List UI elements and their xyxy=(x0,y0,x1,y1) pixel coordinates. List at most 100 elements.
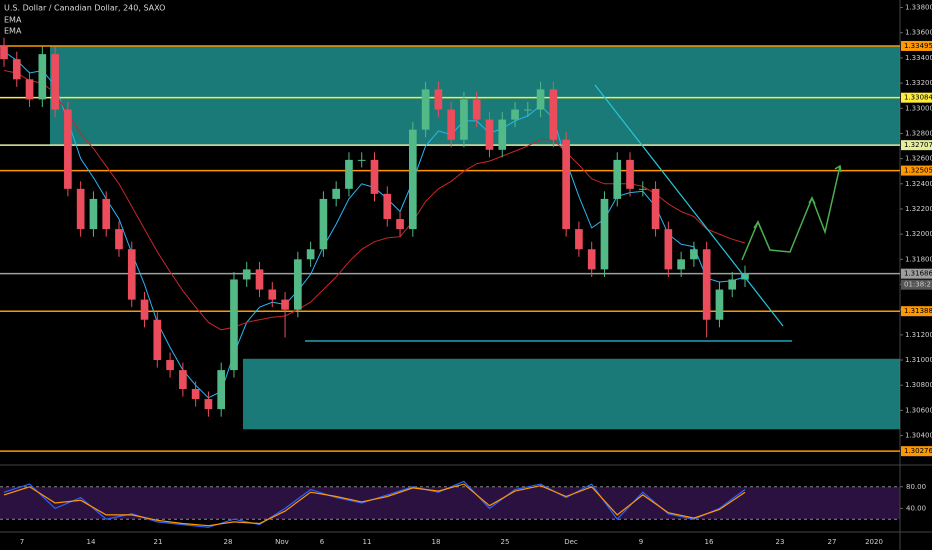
x-tick-label: 9 xyxy=(639,538,643,546)
y-tick-label: 1.30600 xyxy=(905,406,932,414)
zone xyxy=(50,45,900,146)
candle-body xyxy=(600,198,609,270)
indicator-label: EMA xyxy=(4,27,22,36)
y-tick-label: 1.33800 xyxy=(905,4,932,12)
rsi-band-fill xyxy=(0,487,900,519)
level-tag xyxy=(901,165,932,176)
zone xyxy=(243,358,900,430)
candle-body xyxy=(306,249,315,260)
countdown-tag xyxy=(901,279,932,290)
rsi-tick-label: 80.00 xyxy=(906,483,926,491)
candle-body xyxy=(38,54,47,100)
ema-line xyxy=(3,70,746,331)
candle-body xyxy=(664,229,673,270)
candle-body xyxy=(115,229,123,250)
candle-body xyxy=(511,109,519,120)
x-tick-label: 6 xyxy=(320,538,325,546)
candle-body xyxy=(153,319,162,361)
x-tick-label: 14 xyxy=(87,538,96,546)
y-tick-label: 1.30800 xyxy=(905,381,932,389)
candle-body xyxy=(498,119,507,150)
level-label: 1.31686 xyxy=(904,270,932,278)
candle-body xyxy=(575,229,583,250)
candle-body xyxy=(370,159,379,194)
x-tick-label: 7 xyxy=(20,538,24,546)
plot xyxy=(0,37,900,528)
x-tick-label: 21 xyxy=(154,538,163,546)
candle-body xyxy=(715,289,724,320)
candle-body xyxy=(281,299,289,310)
y-tick-label: 1.32600 xyxy=(905,155,932,163)
candle-body xyxy=(64,109,72,189)
level-label: 1.33495 xyxy=(904,42,932,50)
y-tick-label: 1.32200 xyxy=(905,205,932,213)
y-tick-label: 1.31000 xyxy=(905,356,932,364)
x-tick-label: 28 xyxy=(224,538,233,546)
candle-body xyxy=(140,299,149,320)
candle-body xyxy=(12,59,21,80)
x-tick-label: 18 xyxy=(432,538,441,546)
candle-body xyxy=(383,193,392,220)
candle-body xyxy=(408,129,417,230)
level-label: 1.32505 xyxy=(904,167,932,175)
candle-body xyxy=(434,89,443,110)
candle-body xyxy=(421,89,430,130)
candle-body xyxy=(89,198,98,230)
y-tick-label: 1.32000 xyxy=(905,230,932,238)
candle-body xyxy=(166,360,174,371)
y-tick-label: 1.31800 xyxy=(905,255,932,263)
candle-body xyxy=(485,119,494,150)
projection-arrows xyxy=(753,164,842,230)
y-tick-label: 1.33200 xyxy=(905,79,932,87)
x-tick-label: 25 xyxy=(501,538,510,546)
y-tick-label: 1.33400 xyxy=(905,54,932,62)
level-tag xyxy=(901,268,932,279)
x-tick-label: 23 xyxy=(776,538,785,546)
candle-body xyxy=(357,159,366,161)
x-tick-label: Dec xyxy=(564,538,578,546)
y-tick-label: 1.33000 xyxy=(905,104,932,112)
candle-body xyxy=(191,388,200,400)
candle-body xyxy=(728,279,737,290)
chart-title: U.S. Dollar / Canadian Dollar, 240, SAXO xyxy=(4,4,165,13)
level-tag xyxy=(901,140,932,151)
candle-body xyxy=(587,249,596,270)
candle-body xyxy=(613,159,622,199)
candle-body xyxy=(638,188,647,190)
candle-body xyxy=(345,159,353,189)
level-label: 1.33084 xyxy=(904,94,932,102)
candle-body xyxy=(319,198,328,250)
candle-body xyxy=(460,99,468,140)
y-tick-label: 1.32400 xyxy=(905,180,932,188)
y-tick-label: 1.33600 xyxy=(905,29,932,37)
candle-body xyxy=(562,139,570,230)
level-tag xyxy=(901,92,932,103)
level-tag xyxy=(901,306,932,317)
candle-body xyxy=(76,188,85,230)
candle-body xyxy=(332,188,341,199)
candle-body xyxy=(690,249,698,260)
countdown: 01:38:21 xyxy=(904,281,932,289)
candle-body xyxy=(230,279,238,371)
rsi-tick-label: 40.00 xyxy=(906,504,926,512)
candle-body xyxy=(179,370,187,389)
candle-body xyxy=(102,198,111,230)
candle-body xyxy=(255,269,264,290)
candle-body xyxy=(242,269,251,280)
candle-body xyxy=(677,259,685,270)
candle-body xyxy=(51,54,59,110)
candle-body xyxy=(204,399,213,410)
candle-body xyxy=(0,45,8,60)
level-label: 1.32707 xyxy=(904,141,932,149)
candle-body xyxy=(217,370,226,410)
x-tick-label: Nov xyxy=(275,538,289,546)
y-tick-label: 1.31200 xyxy=(905,331,932,339)
candle-body xyxy=(294,259,302,310)
candle-body xyxy=(536,89,545,110)
indicator-label: EMA xyxy=(4,16,22,25)
candle-body xyxy=(702,249,711,320)
candle-body xyxy=(268,289,277,300)
y-tick-label: 1.32800 xyxy=(905,129,932,137)
x-tick-label: 2020 xyxy=(865,538,883,546)
